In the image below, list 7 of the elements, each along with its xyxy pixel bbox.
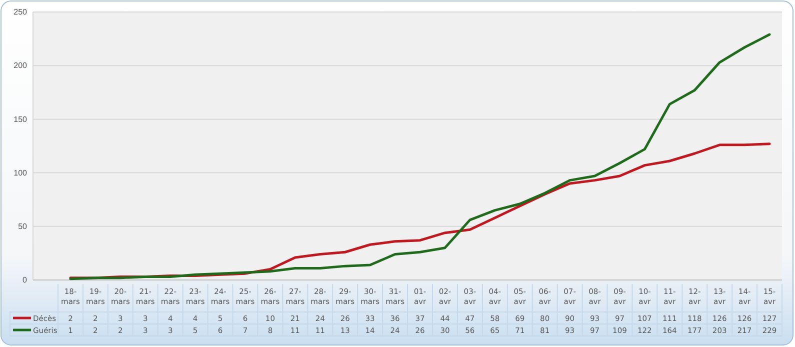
- y-tick-label: 150: [14, 114, 28, 124]
- y-tick-label: 100: [14, 168, 28, 178]
- y-tick-label: 200: [14, 61, 28, 70]
- y-tick-label: 250: [14, 8, 28, 17]
- y-tick-label: 50: [18, 222, 28, 231]
- y-tick-label: 0: [22, 276, 28, 285]
- line-series: [69, 33, 771, 280]
